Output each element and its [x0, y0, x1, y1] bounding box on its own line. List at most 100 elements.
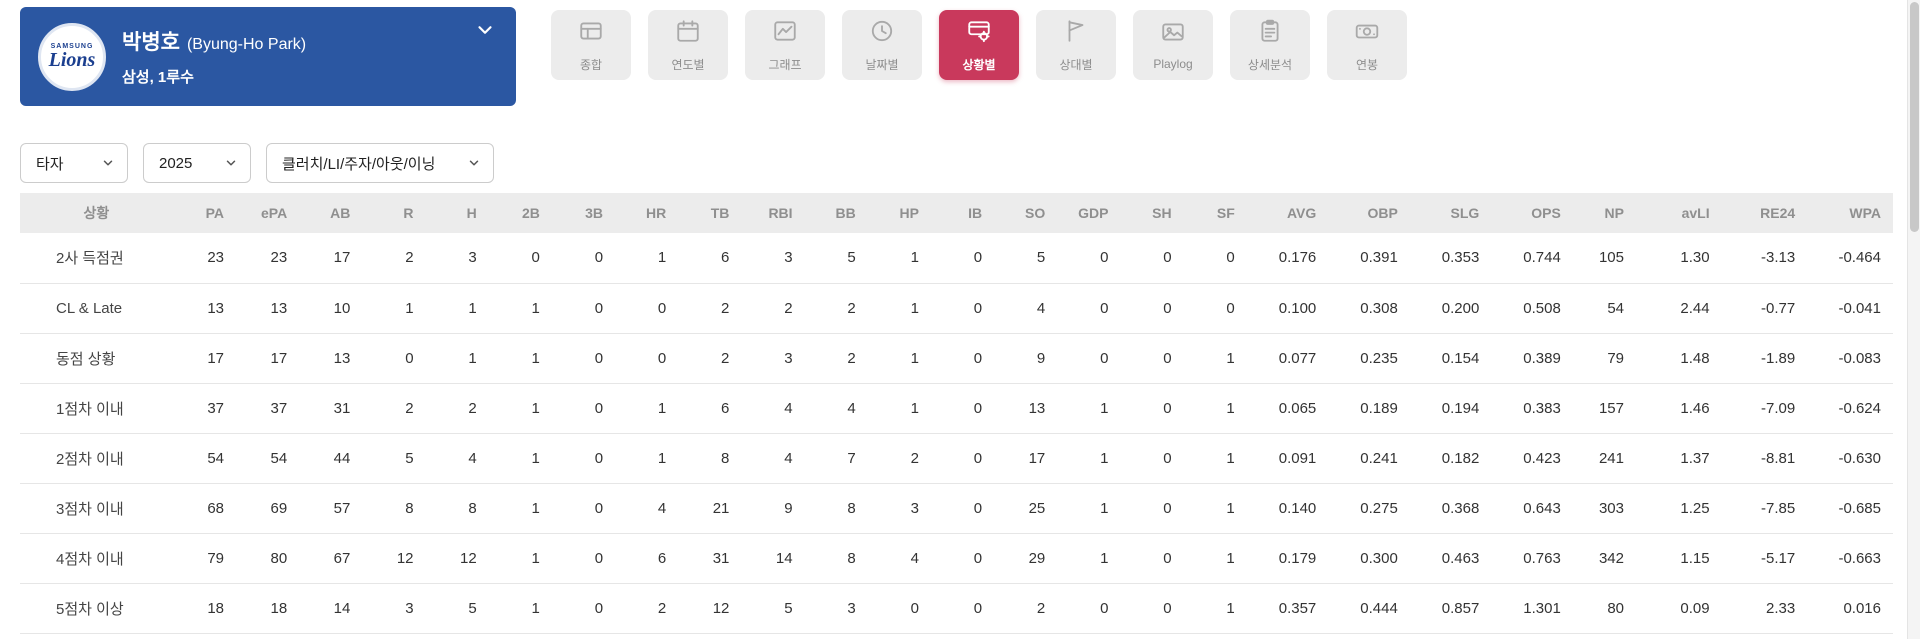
player-name-kr: 박병호 — [122, 31, 180, 54]
stat-cell: 0 — [1100, 599, 1109, 617]
stat-cell: 13 — [270, 299, 288, 317]
batter-pitcher-select[interactable]: 타자 — [20, 143, 128, 183]
stat-cell: 17 — [1028, 449, 1046, 467]
tab-label: 연도별 — [671, 57, 705, 72]
stat-cell: 2 — [1036, 599, 1046, 617]
money-icon — [1354, 18, 1380, 49]
stat-cell: 2 — [847, 299, 856, 317]
stat-cell: 2 — [847, 349, 856, 367]
stat-cell: 0 — [973, 299, 983, 317]
stat-cell: 5 — [405, 449, 414, 467]
tab-playlog[interactable]: Playlog — [1133, 10, 1213, 80]
tab-by-situation[interactable]: 상황별 — [939, 10, 1019, 80]
stat-cell: 12 — [460, 549, 477, 567]
stat-cell: -5.17 — [1760, 549, 1796, 567]
summary-card-icon — [578, 18, 604, 49]
stat-cell: 1 — [531, 499, 540, 517]
player-card: SAMSUNG Lions 박병호 (Byung-Ho Park) 삼성, 1루… — [20, 7, 516, 106]
stat-cell: 3 — [847, 599, 856, 617]
column-header-GDP: GDP — [1078, 205, 1109, 221]
stat-cell: 1 — [531, 399, 540, 417]
stat-cell: 2 — [721, 349, 730, 367]
stat-cell: 0 — [531, 249, 540, 267]
stat-cell: 5 — [1036, 249, 1046, 267]
stat-cell: 25 — [1028, 499, 1046, 517]
batter-pitcher-select-value: 타자 — [36, 155, 64, 173]
stat-cell: 0 — [594, 599, 604, 617]
table-row: 5점차 이상 18 18 14 3 5 1 0 2 12 5 3 0 0 2 0 0 1 0.357 0.444 0.8… — [20, 583, 1893, 633]
stat-cell: 2 — [721, 299, 730, 317]
tab-salary[interactable]: 연봉 — [1327, 10, 1407, 80]
stat-cell: 157 — [1598, 399, 1624, 417]
tab-graph[interactable]: 그래프 — [745, 10, 825, 80]
column-header-H: H — [466, 205, 477, 221]
stat-cell: 69 — [270, 499, 288, 517]
stat-cell: -1.89 — [1760, 349, 1796, 367]
tab-overview[interactable]: 종합 — [551, 10, 631, 80]
stat-cell: 0.09 — [1680, 599, 1710, 617]
stat-cell: 0.179 — [1278, 549, 1317, 567]
column-header-ePA: ePA — [260, 205, 288, 221]
table-row: 2점차 이내 54 54 44 5 4 1 0 1 8 4 7 2 0 17 1 0 1 0.091 0.241 0.1… — [20, 433, 1893, 483]
stat-cell: 12 — [712, 599, 730, 617]
column-header-상황: 상황 — [83, 205, 110, 221]
stat-cell: 4 — [468, 449, 477, 467]
tab-by-opponent[interactable]: 상대별 — [1036, 10, 1116, 80]
stat-cell: -0.630 — [1838, 449, 1881, 467]
chevron-down-icon — [469, 160, 479, 166]
stat-cell: 5 — [784, 599, 793, 617]
photo-icon — [1160, 19, 1186, 50]
chevron-down-icon — [103, 160, 113, 166]
chevron-down-icon[interactable] — [474, 19, 496, 41]
stat-cell: 0.463 — [1441, 549, 1480, 567]
situation-type-select-value: 클러치/LI/주자/아웃/이닝 — [282, 155, 436, 173]
tab-detail-analysis[interactable]: 상세분석 — [1230, 10, 1310, 80]
stat-cell: 0.643 — [1523, 499, 1561, 517]
stat-cell: 0.857 — [1441, 599, 1480, 617]
stat-cell: 2 — [468, 399, 477, 417]
column-header-HR: HR — [645, 205, 667, 221]
stat-cell: 0.194 — [1441, 399, 1480, 417]
stat-cell: 8 — [847, 499, 856, 517]
tab-yearly[interactable]: 연도별 — [648, 10, 728, 80]
year-select[interactable]: 2025 — [143, 143, 251, 183]
stat-cell: 0.140 — [1278, 499, 1317, 517]
stat-cell: 8 — [847, 549, 856, 567]
stat-cell: 8 — [405, 499, 414, 517]
stats-tbody: 2사 득점권 23 23 17 2 3 0 0 1 6 3 5 1 0 5 0 0 0 0.176 0.391 0.35… — [20, 233, 1893, 633]
stat-cell: 1 — [531, 449, 540, 467]
stat-cell: -8.81 — [1760, 449, 1796, 467]
scrollbar-thumb[interactable] — [1910, 2, 1919, 232]
stat-cell: 14 — [775, 549, 793, 567]
flag-icon — [1063, 18, 1089, 49]
stat-cell: 23 — [270, 249, 288, 267]
stat-cell: 1 — [1100, 499, 1109, 517]
stat-cell: 1 — [1226, 549, 1235, 567]
stat-cell: 8 — [468, 499, 477, 517]
stat-cell: -0.041 — [1838, 299, 1881, 317]
situation-type-select[interactable]: 클러치/LI/주자/아웃/이닝 — [266, 143, 494, 183]
stat-cell: 79 — [1607, 349, 1624, 367]
stat-cell: -0.685 — [1838, 499, 1881, 517]
tab-by-date[interactable]: 날짜별 — [842, 10, 922, 80]
team-logo-lions-text: Lions — [48, 49, 96, 71]
column-header-SF: SF — [1216, 205, 1235, 221]
stat-cell: 37 — [270, 399, 288, 417]
stat-cell: 0 — [1100, 349, 1109, 367]
stat-cell: 0 — [1163, 499, 1172, 517]
line-chart-icon — [772, 18, 798, 49]
team-logo-samsung-text: SAMSUNG — [50, 43, 94, 50]
column-header-OBP: OBP — [1367, 205, 1398, 221]
chevron-down-icon — [226, 160, 236, 166]
vertical-scrollbar[interactable] — [1907, 0, 1920, 639]
stat-cell: 80 — [270, 549, 288, 567]
column-header-IB: IB — [968, 205, 983, 221]
stat-cell: 31 — [333, 399, 351, 417]
stat-cell: 1 — [531, 549, 540, 567]
stat-cell: 1 — [1226, 449, 1235, 467]
filter-bar: 타자 2025 클러치/LI/주자/아웃/이닝 — [20, 143, 494, 183]
stat-cell: 0 — [973, 399, 983, 417]
stat-cell: 0.235 — [1360, 349, 1398, 367]
stat-cell: 0.100 — [1278, 299, 1317, 317]
clipboard-icon — [1257, 18, 1283, 49]
